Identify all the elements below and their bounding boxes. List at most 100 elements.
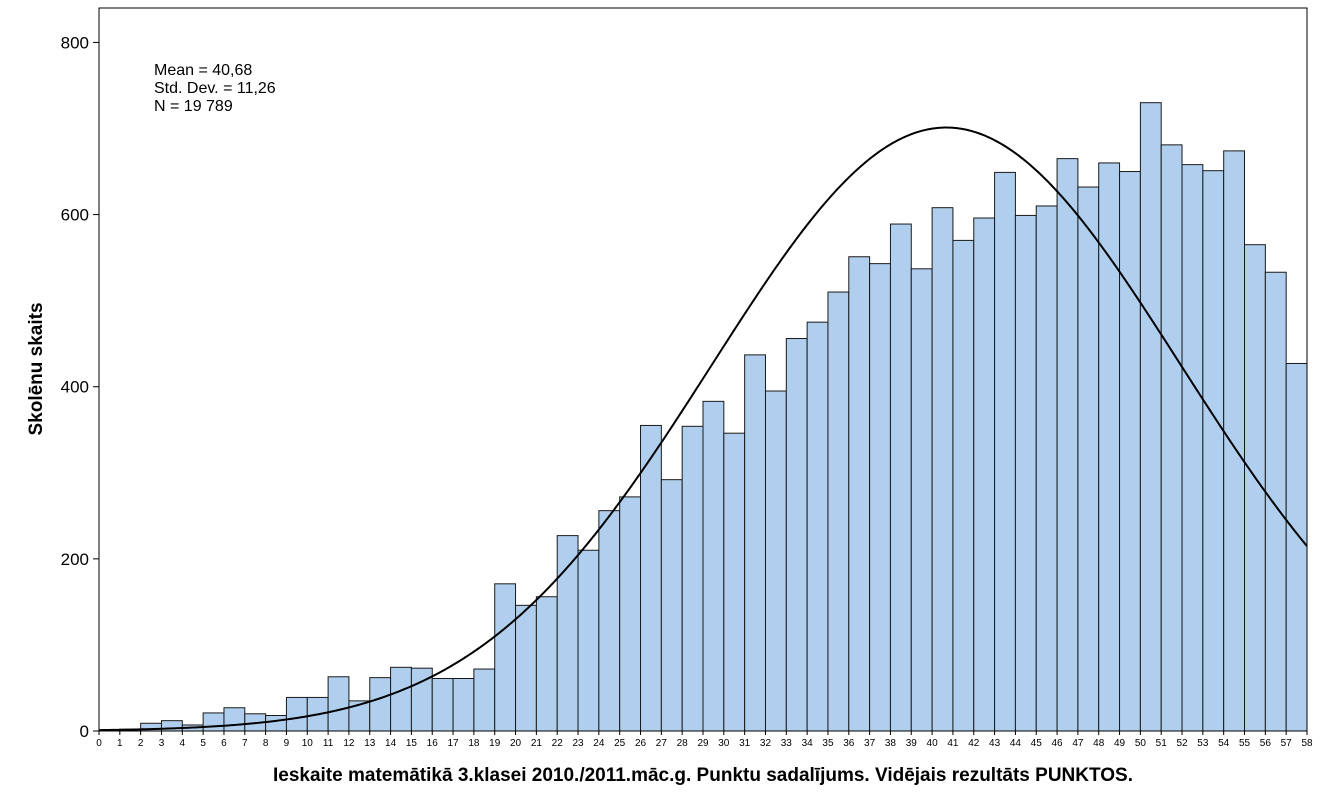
histogram-bar (973, 217, 996, 732)
x-tick-label: 5 (200, 738, 206, 749)
x-tick-label: 8 (263, 738, 269, 749)
x-tick-label: 42 (968, 738, 980, 749)
histogram-bar (681, 425, 704, 732)
x-tick-label: 46 (1052, 738, 1064, 749)
histogram-bar (535, 596, 558, 732)
x-tick-label: 16 (427, 738, 439, 749)
x-tick-label: 31 (739, 738, 751, 749)
x-tick-label: 27 (656, 738, 668, 749)
histogram-bar (1077, 186, 1100, 732)
stat-n: N = 19 789 (154, 98, 233, 115)
x-tick-label: 7 (242, 738, 248, 749)
x-tick-label: 41 (947, 738, 959, 749)
x-tick-label: 19 (489, 738, 501, 749)
histogram-bar (827, 291, 850, 732)
histogram-bar (515, 604, 537, 732)
y-tick-label: 0 (80, 722, 89, 741)
histogram-bar (1119, 171, 1141, 732)
x-tick-label: 44 (1010, 738, 1022, 749)
x-tick-label: 50 (1135, 738, 1147, 749)
x-tick-label: 55 (1239, 738, 1251, 749)
histogram-bar (764, 390, 787, 732)
histogram-bar (744, 354, 766, 732)
normal-curve (98, 126, 1308, 732)
histogram-bar (556, 535, 579, 732)
x-tick-label: 12 (343, 738, 355, 749)
x-tick-label: 36 (843, 738, 855, 749)
x-tick-label: 58 (1301, 738, 1313, 749)
histogram-bars (119, 102, 1308, 732)
x-tick-label: 39 (906, 738, 918, 749)
x-tick-label: 38 (885, 738, 897, 749)
histogram-bar (1202, 170, 1225, 732)
x-tick-label: 13 (364, 738, 376, 749)
x-tick-label: 1 (117, 738, 123, 749)
x-axis: 0 1 2 3 4 5 6 7 8 9 10 11 12 13 14 15 16 17 18 19 20 21 22 23 24… (96, 731, 1313, 749)
x-tick-label: 24 (593, 738, 605, 749)
histogram-bar (1056, 158, 1079, 732)
x-tick-label: 0 (96, 738, 102, 749)
histogram-bar (640, 424, 662, 732)
x-tick-label: 43 (989, 738, 1001, 749)
histogram-bar (660, 479, 683, 732)
x-tick-label: 14 (385, 738, 397, 749)
x-axis-label: Ieskaite matemātikā 3.klasei 2010./2011.… (273, 765, 1133, 786)
x-tick-label: 15 (406, 738, 418, 749)
stat-mean: Mean = 40,68 (154, 62, 252, 79)
x-tick-label: 22 (552, 738, 564, 749)
x-tick-label: 2 (138, 738, 144, 749)
x-tick-label: 51 (1156, 738, 1168, 749)
x-tick-label: 54 (1218, 738, 1230, 749)
histogram-bar (1285, 362, 1308, 732)
histogram-bar (848, 256, 871, 732)
histogram-bar (494, 583, 517, 732)
histogram-bar (223, 707, 246, 732)
histogram-bar (619, 496, 642, 732)
x-tick-label: 32 (760, 738, 772, 749)
histogram-bar (265, 715, 287, 732)
histogram-bar (1014, 214, 1037, 732)
x-tick-label: 29 (697, 738, 709, 749)
histogram-bar (1160, 144, 1183, 732)
histogram-bar (1264, 271, 1287, 732)
y-tick-label: 400 (61, 378, 89, 397)
histogram-bar (577, 549, 600, 732)
x-tick-label: 4 (180, 738, 186, 749)
histogram-bar (202, 712, 225, 732)
x-tick-label: 20 (510, 738, 522, 749)
x-tick-label: 11 (323, 738, 334, 749)
histogram-bar (452, 677, 475, 732)
stat-std-dev: Std. Dev. = 11,26 (154, 80, 276, 97)
histogram-bar (869, 263, 891, 732)
x-tick-label: 33 (781, 738, 793, 749)
histogram-bar (723, 432, 746, 732)
histogram-bar (785, 338, 808, 732)
y-axis: 0 200 400 600 800 (61, 33, 99, 741)
x-tick-label: 3 (159, 738, 165, 749)
x-tick-label: 25 (614, 738, 626, 749)
x-tick-label: 48 (1093, 738, 1105, 749)
histogram-bar (327, 676, 350, 732)
x-tick-label: 17 (448, 738, 460, 749)
histogram-bar (598, 510, 621, 732)
histogram-bar (369, 677, 392, 732)
histogram-bar (806, 321, 829, 732)
y-tick-label: 600 (61, 206, 89, 225)
histogram-bar (952, 239, 975, 732)
x-tick-label: 57 (1281, 738, 1293, 749)
histogram-bar (390, 666, 412, 732)
x-tick-label: 40 (927, 738, 939, 749)
y-tick-label: 200 (61, 550, 89, 569)
histogram-bar (1139, 102, 1162, 732)
x-tick-label: 23 (572, 738, 584, 749)
x-tick-label: 18 (468, 738, 480, 749)
histogram-bar (1035, 205, 1058, 732)
histogram-bar (285, 696, 308, 732)
x-tick-label: 49 (1114, 738, 1126, 749)
x-tick-label: 9 (284, 738, 290, 749)
histogram-bar (431, 677, 454, 732)
y-axis-label: Skolēnu skaits (26, 302, 47, 435)
x-tick-label: 47 (1072, 738, 1084, 749)
histogram-bar (889, 223, 912, 732)
